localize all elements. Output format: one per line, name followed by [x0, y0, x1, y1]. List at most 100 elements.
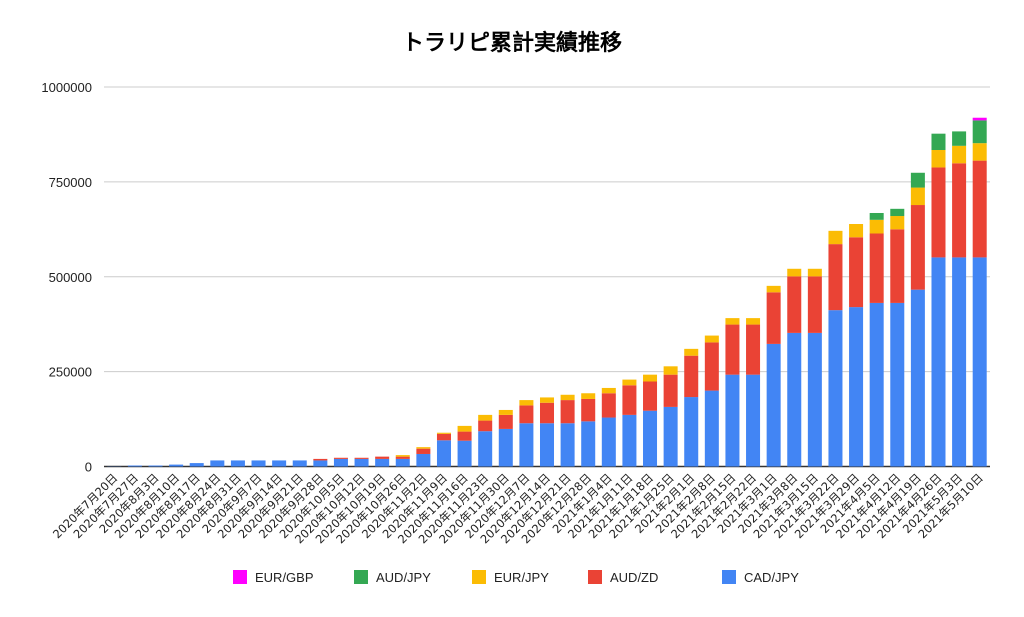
- bar-segment-cad-jpy: [189, 463, 204, 467]
- bar-segment-eur-jpy: [416, 447, 431, 449]
- bar-segment-aud-zd: [354, 457, 369, 459]
- bar-segment-cad-jpy: [478, 431, 493, 467]
- legend-label: CAD/JPY: [744, 570, 799, 585]
- bar-segment-eur-jpy: [560, 394, 575, 401]
- bar-segment-cad-jpy: [869, 302, 884, 467]
- bar-segment-eur-jpy: [704, 335, 719, 343]
- bar-segment-cad-jpy: [807, 332, 822, 467]
- bar-segment-aud-zd: [375, 456, 390, 459]
- bar-segment-aud-zd: [869, 233, 884, 303]
- y-tick-label: 1000000: [41, 80, 92, 95]
- bar-segment-cad-jpy: [766, 343, 781, 467]
- bar-segment-cad-jpy: [292, 460, 307, 467]
- x-axis-ticks: 2020年7月20日2020年7月27日2020年8月3日2020年8月10日2…: [50, 471, 986, 547]
- bar-segment-aud-zd: [519, 405, 534, 424]
- bar-segment-aud-zd: [457, 431, 472, 441]
- bar-segment-cad-jpy: [375, 458, 390, 467]
- bar-segment-cad-jpy: [643, 410, 658, 467]
- bar-segment-cad-jpy: [457, 440, 472, 467]
- bar-segment-aud-zd: [663, 374, 678, 407]
- bar-segment-eur-jpy: [663, 366, 678, 375]
- bar-segment-cad-jpy: [581, 421, 596, 467]
- bar-segment-aud-zd: [313, 458, 328, 461]
- bar-segment-aud-zd: [560, 400, 575, 424]
- bar-segment-cad-jpy: [251, 460, 266, 467]
- bar-segment-aud-zd: [787, 276, 802, 333]
- bar-segment-cad-jpy: [704, 390, 719, 467]
- bar-segment-cad-jpy: [684, 397, 699, 467]
- bar-segment-eur-jpy: [601, 387, 616, 394]
- bar-segment-eur-jpy: [519, 400, 534, 406]
- bar-segment-aud-zd: [890, 229, 905, 303]
- bar-segment-eur-jpy: [436, 432, 451, 434]
- legend: EUR/GBP AUD/JPY EUR/JPY AUD/ZD CAD/JPY: [233, 570, 799, 585]
- bar-segment-eur-jpy: [725, 318, 740, 325]
- bar-segment-aud-zd: [395, 456, 410, 459]
- bar-segment-aud-jpy: [910, 172, 925, 188]
- legend-label: EUR/JPY: [494, 570, 549, 585]
- bar-segment-eur-jpy: [478, 414, 493, 421]
- bar-segment-aud-zd: [828, 244, 843, 311]
- bar-segment-cad-jpy: [601, 417, 616, 467]
- bar-segment-eur-jpy: [869, 219, 884, 234]
- bar-segment-eur-jpy: [539, 397, 555, 403]
- bar-segment-cad-jpy: [663, 406, 678, 467]
- bar-segment-cad-jpy: [560, 423, 575, 467]
- bar-segment-eur-jpy: [807, 268, 822, 277]
- bar-segment-aud-zd: [498, 414, 513, 429]
- legend-swatch: [354, 570, 368, 584]
- bar-segment-cad-jpy: [230, 460, 245, 467]
- bar-segment-eur-jpy: [395, 455, 410, 457]
- bar-segment-cad-jpy: [416, 453, 431, 467]
- bar-segment-cad-jpy: [849, 307, 864, 467]
- legend-label: EUR/GBP: [255, 570, 314, 585]
- bar-segment-cad-jpy: [890, 302, 905, 467]
- bar-segment-aud-zd: [931, 167, 946, 258]
- bar-segment-aud-jpy: [890, 208, 905, 217]
- bar-segment-cad-jpy: [127, 465, 142, 467]
- bar-segment-eur-jpy: [910, 187, 925, 206]
- bar-segment-aud-zd: [478, 420, 493, 432]
- bar-segment-aud-zd: [601, 393, 616, 418]
- bar-segment-eur-jpy: [828, 230, 843, 245]
- legend-swatch: [472, 570, 486, 584]
- bar-segment-aud-zd: [643, 381, 658, 411]
- bar-segment-aud-zd: [622, 385, 637, 415]
- legend-swatch: [588, 570, 602, 584]
- bar-segment-aud-zd: [972, 160, 987, 258]
- bar-segment-aud-zd: [416, 448, 431, 454]
- bar-segment-aud-zd: [684, 355, 699, 398]
- bar-segment-aud-zd: [952, 163, 967, 258]
- bar-segment-cad-jpy: [910, 289, 925, 467]
- y-tick-label: 500000: [49, 270, 92, 285]
- bar-segment-aud-zd: [581, 398, 596, 422]
- bar-segment-eur-jpy: [972, 143, 987, 161]
- bar-segment-cad-jpy: [539, 423, 555, 467]
- bar-segment-aud-zd: [704, 342, 719, 391]
- bar-segment-aud-jpy: [972, 120, 987, 144]
- bar-segment-aud-zd: [725, 324, 740, 375]
- bar-segment-eur-jpy: [931, 149, 946, 168]
- y-tick-label: 0: [85, 460, 92, 475]
- bar-segment-cad-jpy: [931, 257, 946, 467]
- bar-segment-aud-zd: [333, 457, 348, 459]
- bar-segment-cad-jpy: [519, 423, 534, 467]
- bar-segment-aud-zd: [910, 205, 925, 290]
- bar-segment-aud-jpy: [952, 131, 967, 146]
- bar-segment-cad-jpy: [148, 465, 163, 467]
- bar-segment-cad-jpy: [828, 310, 843, 467]
- bar-segment-cad-jpy: [354, 458, 369, 467]
- bar-segment-aud-zd: [436, 433, 451, 441]
- bar-segment-aud-zd: [746, 324, 761, 375]
- bar-segment-cad-jpy: [436, 440, 451, 467]
- legend-swatch: [233, 570, 247, 584]
- bar-segment-aud-zd: [849, 237, 864, 308]
- bar-segment-cad-jpy: [787, 332, 802, 467]
- bar-segment-cad-jpy: [725, 374, 740, 467]
- bar-segment-cad-jpy: [313, 460, 328, 467]
- bar-segment-eur-jpy: [746, 318, 761, 325]
- chart-title: トラリピ累計実績推移: [402, 30, 622, 56]
- bar-segment-eur-jpy: [787, 268, 802, 277]
- bar-segment-eur-jpy: [766, 285, 781, 293]
